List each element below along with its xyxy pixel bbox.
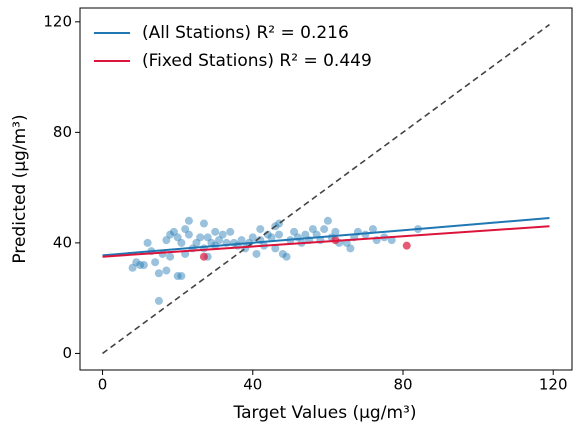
scatter-point — [267, 233, 276, 242]
scatter-point — [252, 249, 261, 258]
scatter-point — [199, 219, 208, 228]
scatter-point — [196, 233, 205, 242]
scatter-point — [248, 233, 257, 242]
scatter-point — [346, 244, 355, 253]
y-tick-label: 0 — [62, 344, 72, 362]
scatter-point — [143, 238, 152, 247]
x-tick-label: 40 — [243, 376, 262, 394]
scatter-point — [308, 225, 317, 234]
scatter-point — [256, 225, 265, 234]
scatter-point — [136, 260, 145, 269]
scatter-point — [181, 225, 190, 234]
scatter-point — [301, 230, 310, 239]
scatter-point — [154, 269, 163, 278]
scatter-point — [214, 236, 223, 245]
scatter-point — [173, 272, 182, 281]
scatter-point — [162, 266, 171, 275]
scatter-point — [192, 238, 201, 247]
scatter-point — [323, 216, 332, 225]
scatter-point — [226, 227, 235, 236]
scatter-point — [203, 233, 212, 242]
x-tick-label: 80 — [393, 376, 412, 394]
scatter-point — [139, 260, 148, 269]
scatter-point — [211, 227, 220, 236]
fit-line — [102, 217, 550, 257]
scatter-point — [218, 230, 227, 239]
scatter-point — [402, 241, 411, 250]
reference-line — [102, 23, 550, 355]
y-tick-label: 80 — [53, 123, 72, 141]
y-tick-label: 40 — [53, 233, 72, 251]
scatter-point — [162, 236, 171, 245]
y-axis-label: Predicted (μg/m³) — [10, 114, 30, 263]
scatter-point — [275, 230, 284, 239]
x-tick-label: 120 — [539, 376, 568, 394]
fit-line — [102, 225, 550, 258]
scatter-point — [290, 227, 299, 236]
scatter-point — [331, 227, 340, 236]
scatter-point — [282, 252, 291, 261]
scatter-point — [166, 252, 175, 261]
legend-label: (Fixed Stations) R² = 0.449 — [142, 51, 372, 71]
scatter-point — [154, 296, 163, 305]
scatter-point — [207, 238, 216, 247]
scatter-point — [184, 216, 193, 225]
scatter-point — [173, 233, 182, 242]
scatter-point — [177, 238, 186, 247]
y-tick-label: 120 — [43, 12, 72, 30]
scatter-point — [278, 249, 287, 258]
scatter-point — [184, 230, 193, 239]
plot-frame — [79, 7, 573, 371]
x-axis-label: Target Values (μg/m³) — [233, 403, 417, 423]
scatter-point — [128, 263, 137, 272]
scatter-point — [199, 244, 208, 253]
x-tick-label: 0 — [98, 376, 108, 394]
scatter-point — [169, 227, 178, 236]
scatter-point — [151, 258, 160, 267]
scatter-point — [237, 236, 246, 245]
scatter-point — [320, 225, 329, 234]
scatter-point — [199, 252, 208, 261]
legend-label: (All Stations) R² = 0.216 — [142, 23, 349, 43]
scatter-point — [177, 272, 186, 281]
scatter-point — [271, 244, 280, 253]
scatter-point — [368, 225, 377, 234]
scatter-point — [132, 258, 141, 267]
scatter-point — [166, 230, 175, 239]
